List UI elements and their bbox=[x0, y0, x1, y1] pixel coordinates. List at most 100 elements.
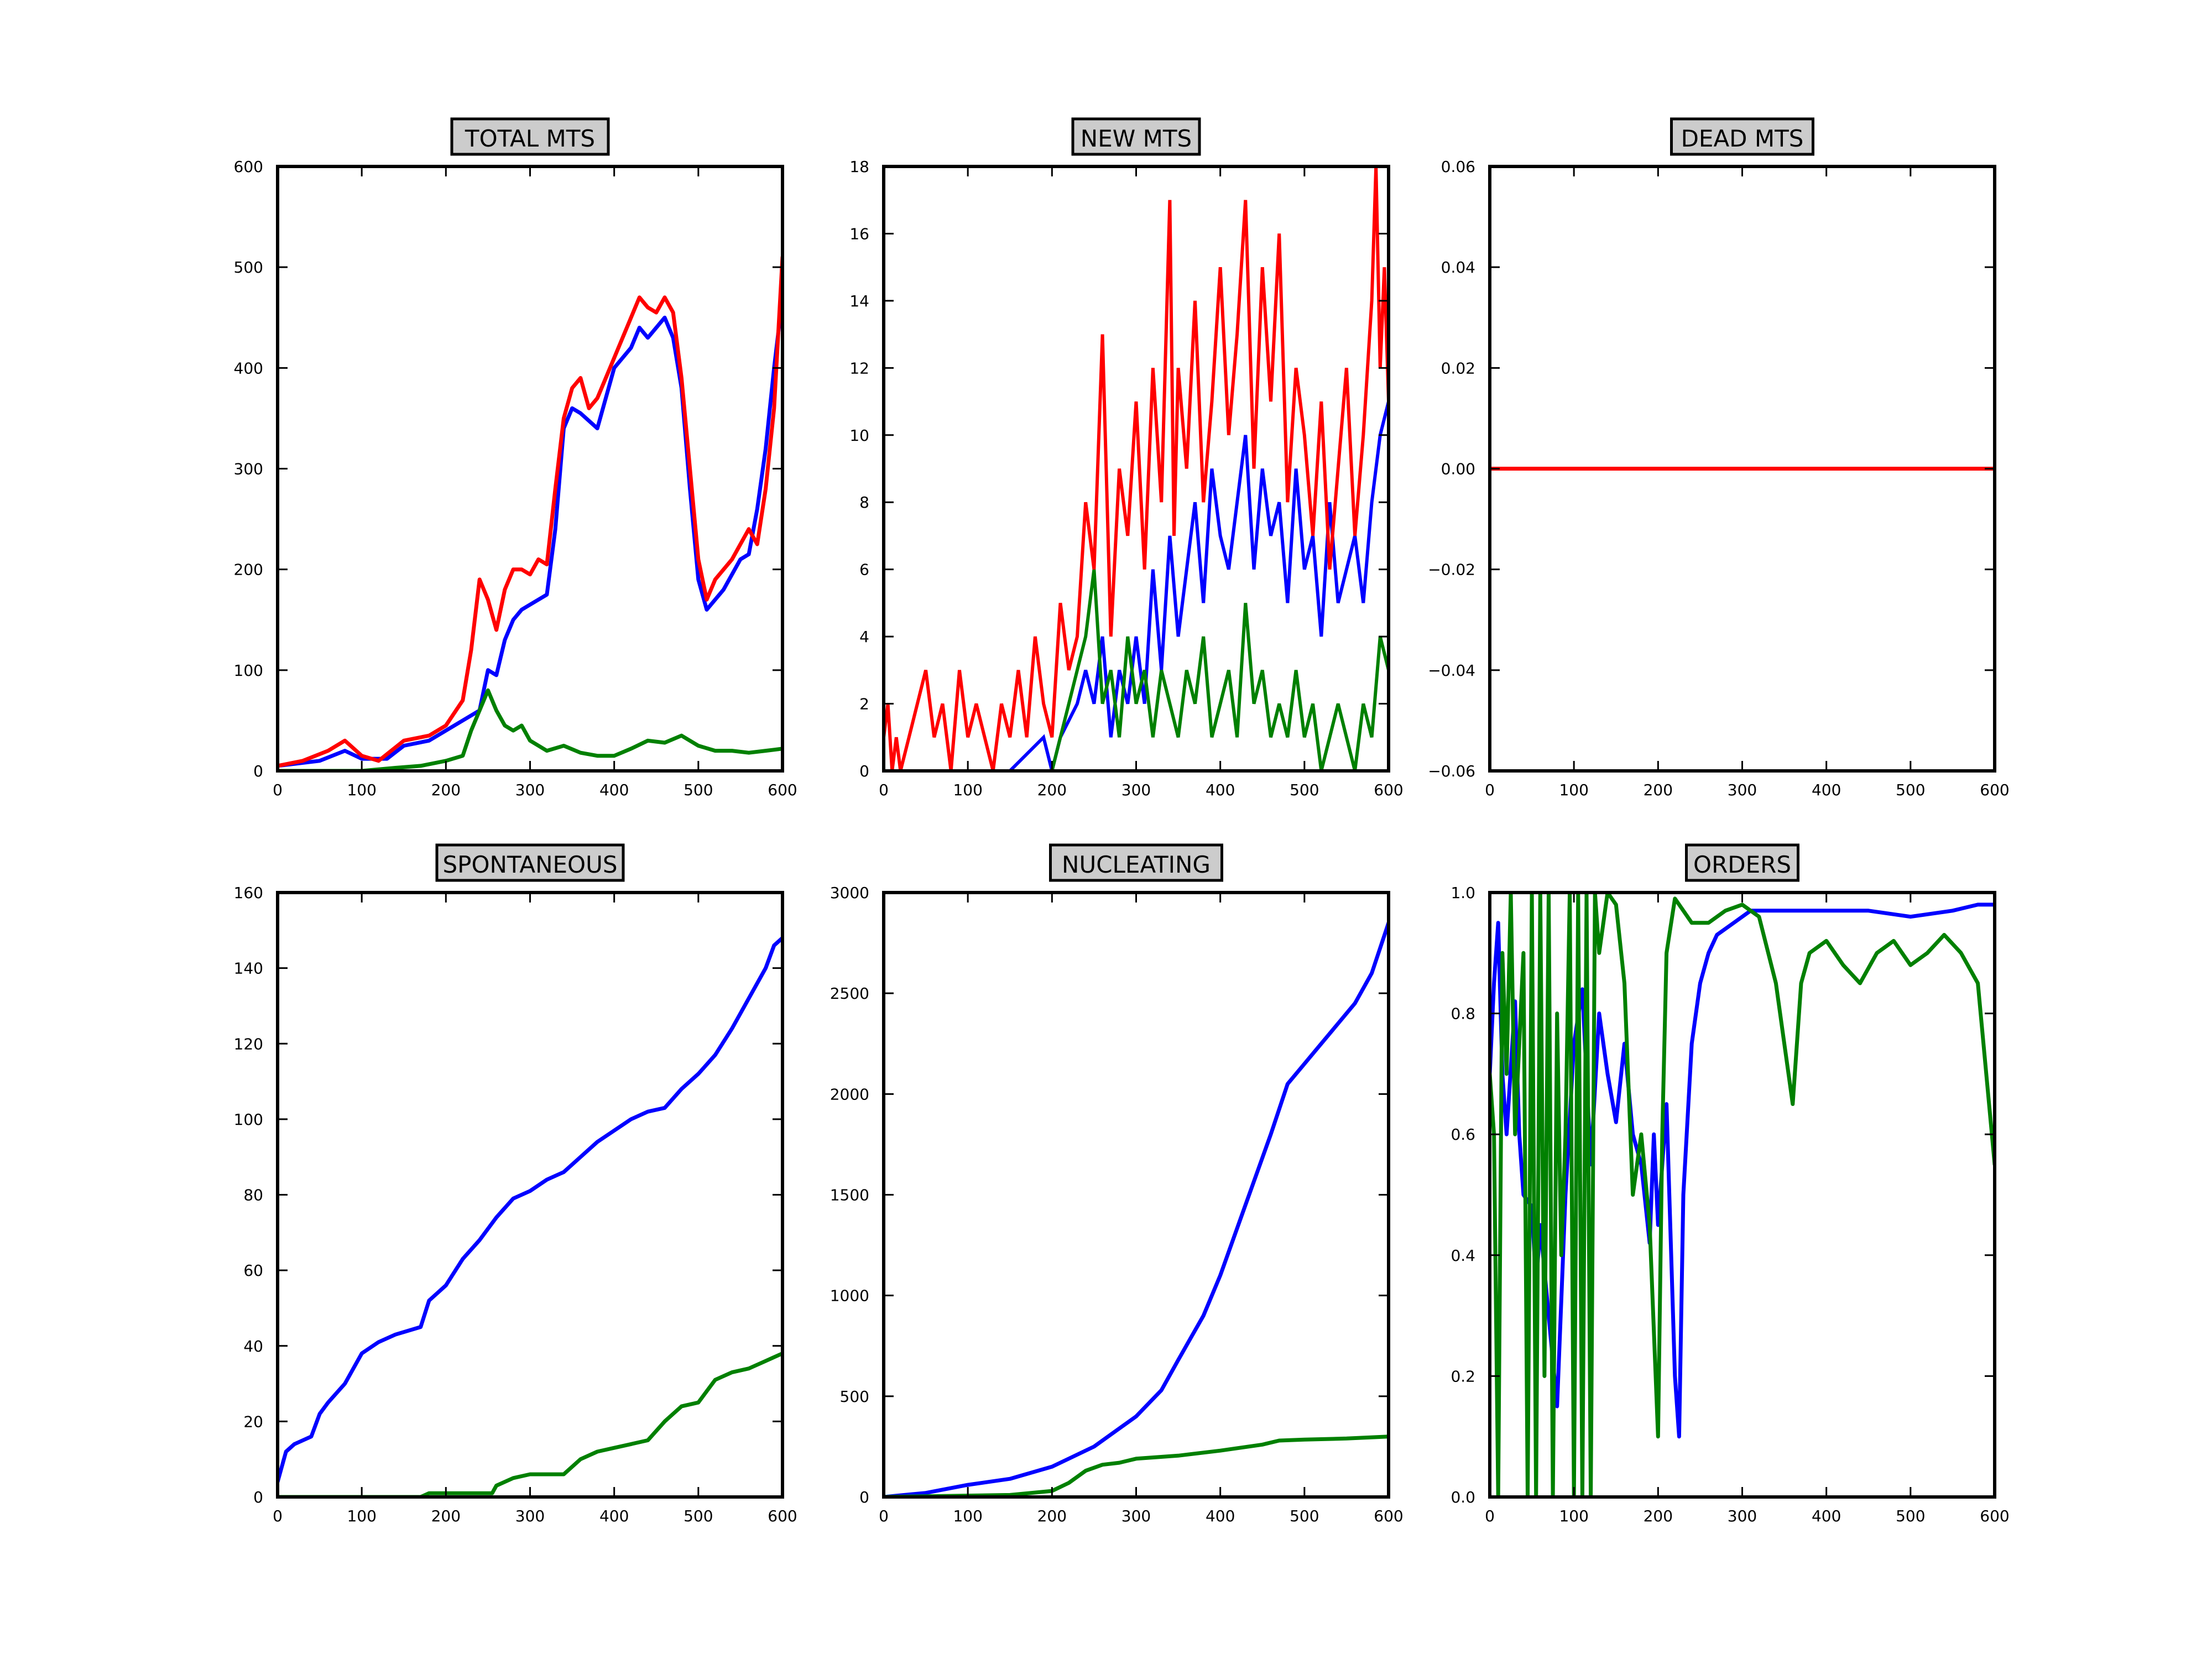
panel-new: 0 100 200 300 400 500 600 0 2 4 6 8 10 12 14 16 18 NEW MT… bbox=[849, 117, 1404, 799]
y-tick-label: 8 bbox=[859, 493, 869, 512]
x-tick-label: 0 bbox=[1485, 781, 1495, 799]
y-tick-label: 0.00 bbox=[1441, 460, 1475, 478]
y-tick-label: 0 bbox=[253, 1488, 263, 1506]
panel-title: SPONTANEOUS bbox=[442, 851, 617, 878]
series-group-orders bbox=[1490, 893, 1995, 1497]
y-tick-label: 4 bbox=[859, 628, 869, 646]
x-tick-label: 0 bbox=[273, 1507, 283, 1525]
y-tick-label: 600 bbox=[234, 158, 263, 176]
series-line-green bbox=[1490, 893, 1995, 1497]
y-tick-label: −0.04 bbox=[1428, 661, 1475, 680]
y-tick-label: 40 bbox=[243, 1337, 263, 1355]
y-tick-label: 10 bbox=[849, 426, 869, 445]
x-tick-label: 600 bbox=[1374, 781, 1403, 799]
y-tick-label: 1000 bbox=[830, 1287, 869, 1305]
series-line-green bbox=[278, 1351, 782, 1497]
panel-title: TOTAL MTS bbox=[465, 125, 595, 152]
y-tick-label: 20 bbox=[243, 1412, 263, 1431]
y-tick-label: 0.02 bbox=[1441, 359, 1475, 377]
y-tick-label: 160 bbox=[234, 884, 263, 902]
y-tick-label: 16 bbox=[849, 225, 869, 243]
x-tick-label: 400 bbox=[1812, 1507, 1841, 1525]
y-tick-label: 2500 bbox=[830, 984, 869, 1003]
x-tick-label: 100 bbox=[953, 781, 982, 799]
x-tick-label: 500 bbox=[1896, 781, 1925, 799]
x-tick-label: 200 bbox=[1037, 781, 1067, 799]
x-tick-label: 400 bbox=[1206, 781, 1235, 799]
y-tick-label: 0.2 bbox=[1451, 1367, 1475, 1385]
series-group-spontaneous bbox=[278, 936, 782, 1497]
x-tick-label: 400 bbox=[1206, 1507, 1235, 1525]
x-tick-label: 400 bbox=[599, 1507, 629, 1525]
x-tick-label: 400 bbox=[599, 781, 629, 799]
x-tick-label: 600 bbox=[1980, 1507, 2009, 1525]
y-tick-label: 200 bbox=[234, 561, 263, 579]
y-tick-label: 0.06 bbox=[1441, 158, 1475, 176]
y-tick-label: 60 bbox=[243, 1261, 263, 1280]
y-tick-label: 0.4 bbox=[1451, 1246, 1475, 1265]
y-tick-label: 0.04 bbox=[1441, 258, 1475, 276]
x-tick-label: 300 bbox=[1121, 1507, 1151, 1525]
series-line-red bbox=[278, 255, 782, 768]
panel-title: ORDERS bbox=[1693, 851, 1791, 878]
x-tick-label: 200 bbox=[1644, 1507, 1673, 1525]
x-tick-label: 600 bbox=[1980, 781, 2009, 799]
series-line-green bbox=[278, 688, 782, 771]
panel-title-box bbox=[1049, 843, 1223, 882]
x-tick-label: 200 bbox=[431, 1507, 461, 1525]
y-tick-label: 0.0 bbox=[1451, 1488, 1475, 1506]
panel-title-box bbox=[1685, 843, 1799, 882]
x-tick-label: 100 bbox=[1559, 781, 1588, 799]
y-tick-label: 100 bbox=[234, 661, 263, 680]
y-tick-label: 1.0 bbox=[1451, 884, 1475, 902]
x-tick-label: 0 bbox=[879, 781, 889, 799]
panel-title: DEAD MTS bbox=[1681, 125, 1804, 152]
panel-total: 0 100 200 300 400 500 600 0 100 200 300 400 500 600 TO… bbox=[234, 117, 797, 799]
y-tick-label: 0 bbox=[859, 1488, 869, 1506]
x-tick-label: 100 bbox=[347, 781, 376, 799]
panel-title-box bbox=[1670, 117, 1814, 156]
y-tick-label: 0.8 bbox=[1451, 1005, 1475, 1023]
x-tick-label: 300 bbox=[515, 781, 545, 799]
x-tick-label: 200 bbox=[1644, 781, 1673, 799]
y-tick-label: −0.06 bbox=[1428, 762, 1475, 780]
series-line-blue bbox=[278, 936, 782, 1484]
x-tick-label: 600 bbox=[768, 781, 797, 799]
x-tick-label: 200 bbox=[431, 781, 461, 799]
x-tick-label: 300 bbox=[1728, 1507, 1757, 1525]
x-tick-label: 0 bbox=[879, 1507, 889, 1525]
x-tick-label: 300 bbox=[515, 1507, 545, 1525]
x-tick-label: 500 bbox=[684, 781, 713, 799]
panel-title-box bbox=[1071, 117, 1201, 156]
x-tick-label: 500 bbox=[1290, 781, 1319, 799]
panel-nucleating: 0 100 200 300 400 500 600 0 500 1000 1500 2000 2500 3… bbox=[830, 843, 1404, 1525]
series-line-green bbox=[884, 569, 1389, 771]
panel-title: NUCLEATING bbox=[1062, 851, 1211, 878]
panel-title: NEW MTS bbox=[1081, 125, 1192, 152]
y-tick-label: 18 bbox=[849, 158, 869, 176]
panel-orders: 0 100 200 300 400 500 600 0.0 0.2 0.4 0.6 0.8 1.0 ORD… bbox=[1451, 843, 2010, 1525]
series-group-new bbox=[884, 166, 1389, 771]
y-tick-label: 0.6 bbox=[1451, 1125, 1475, 1144]
y-tick-label: 2 bbox=[859, 695, 869, 713]
y-tick-label: 1500 bbox=[830, 1186, 869, 1204]
y-tick-label: 0 bbox=[253, 762, 263, 780]
x-tick-label: 500 bbox=[684, 1507, 713, 1525]
panel-title-box bbox=[450, 117, 610, 156]
y-tick-label: 120 bbox=[234, 1035, 263, 1053]
series-group-nucleating bbox=[884, 921, 1389, 1497]
x-tick-label: 600 bbox=[1374, 1507, 1403, 1525]
series-line-green bbox=[884, 1434, 1389, 1497]
y-tick-label: 500 bbox=[840, 1387, 869, 1406]
y-tick-label: 300 bbox=[234, 460, 263, 478]
x-tick-label: 100 bbox=[953, 1507, 982, 1525]
series-group-total bbox=[278, 255, 782, 771]
y-tick-label: 80 bbox=[243, 1186, 263, 1204]
x-tick-label: 300 bbox=[1121, 781, 1151, 799]
x-tick-label: 500 bbox=[1290, 1507, 1319, 1525]
x-tick-label: 500 bbox=[1896, 1507, 1925, 1525]
x-tick-label: 0 bbox=[273, 781, 283, 799]
y-tick-label: 14 bbox=[849, 292, 869, 310]
